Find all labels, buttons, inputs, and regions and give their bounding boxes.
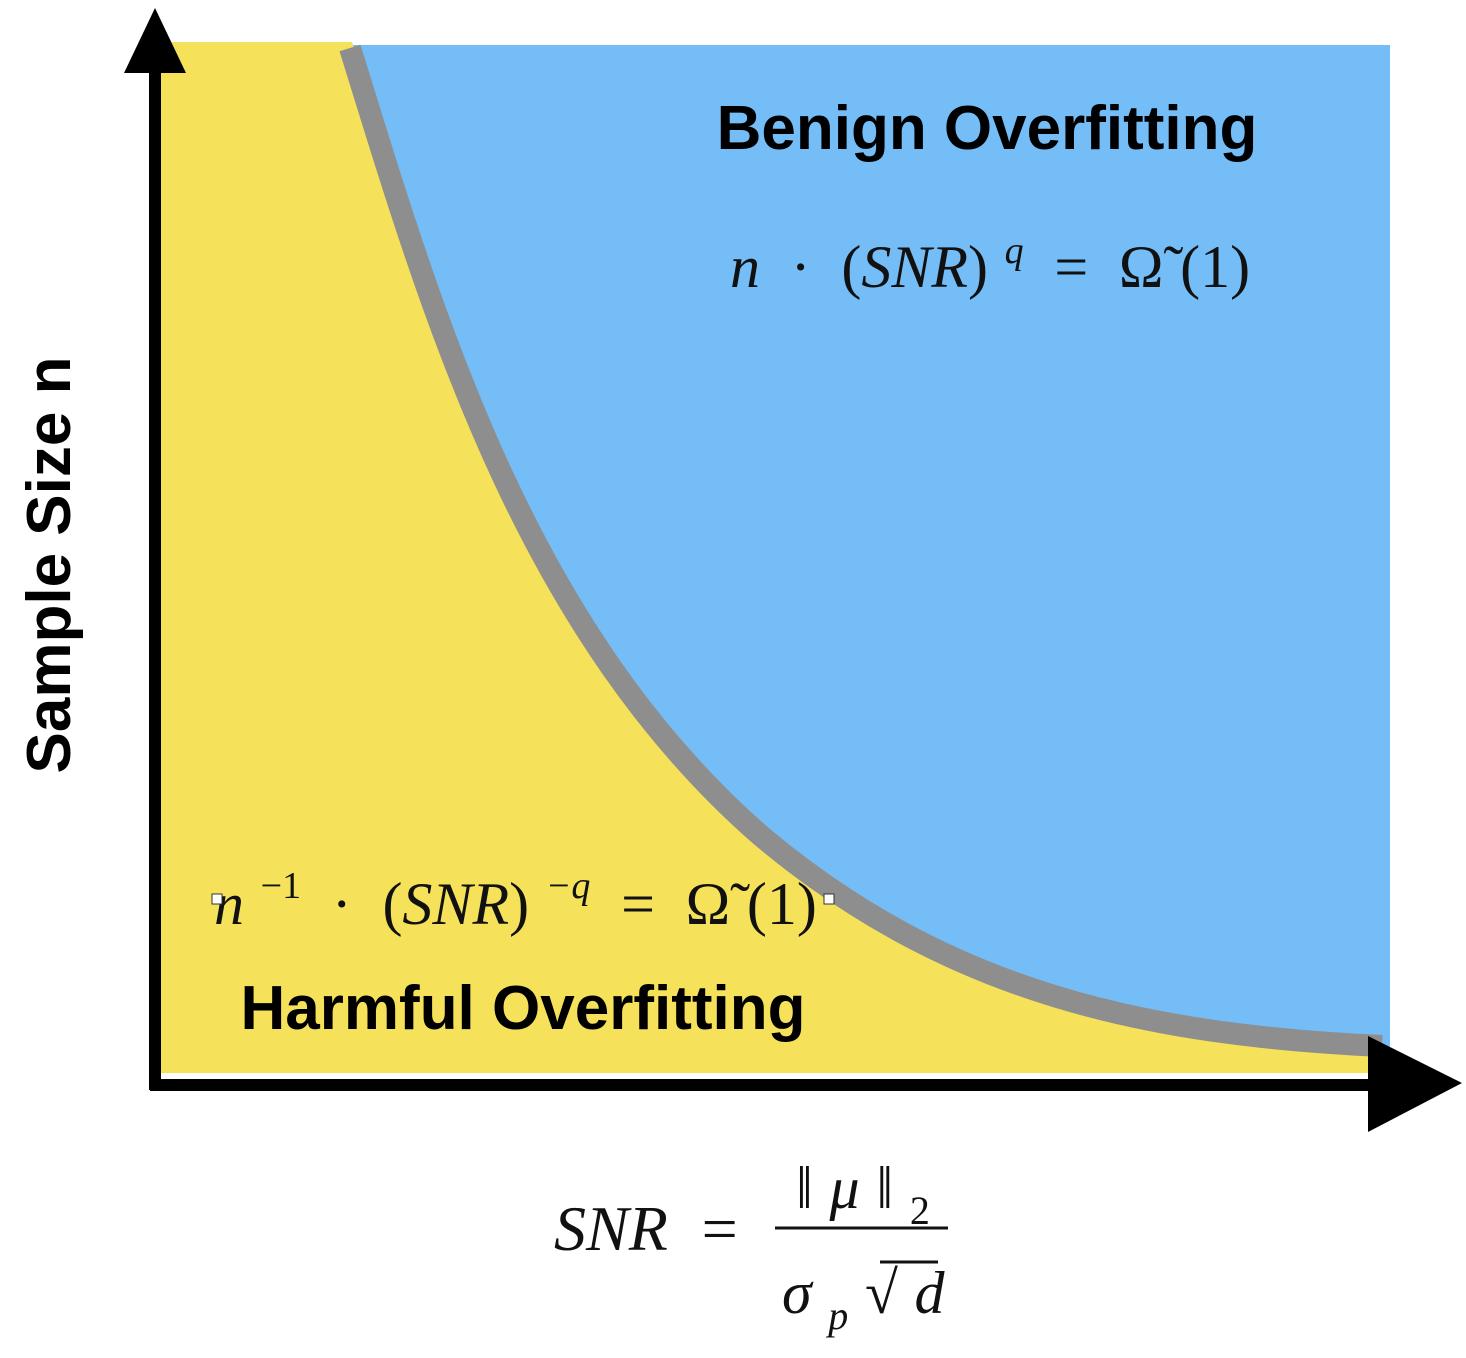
x-axis-arrowhead [1368,1036,1462,1132]
benign-formula: n · (SNR) q = Ω̃ (1) [730,209,1250,300]
harmful-region [160,42,1378,1073]
snr-denominator: σ p √ d [782,1259,946,1342]
selection-handle-right [823,893,835,905]
y-axis-label: Sample Size n [15,357,84,774]
harmful-formula: n −1 · (SNR) −q = Ω̃ (1) [214,844,817,937]
boundary-curve [339,44,1383,1057]
snr-lhs: SNR = [554,1192,738,1264]
y-axis-arrowhead [124,8,186,73]
selection-handle-left [211,893,223,905]
snr-definition: SNR = ‖ μ ‖ 2 σ p √ d [554,1154,948,1342]
benign-label: Benign Overfitting [717,94,1258,163]
harmful-label: Harmful Overfitting [241,974,806,1043]
snr-numerator: ‖ μ ‖ 2 [796,1154,930,1233]
